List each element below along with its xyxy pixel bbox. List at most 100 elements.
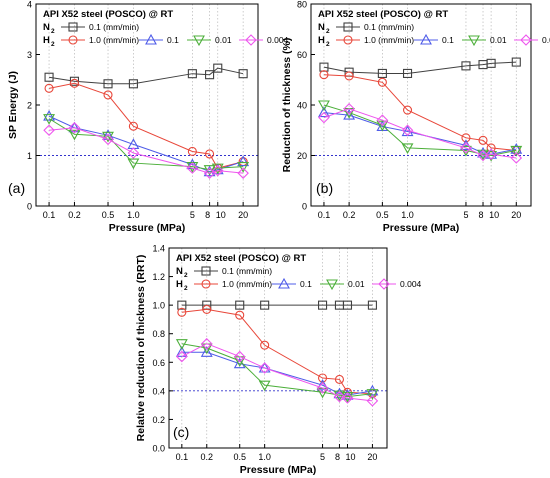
x-tick-label: 0.5 [233, 452, 246, 462]
data-point-triangle-up-marker [318, 106, 330, 118]
data-point-circle-marker [187, 146, 197, 157]
series-line [49, 127, 244, 174]
data-point-square-marker [377, 68, 387, 78]
data-point-circle-marker [44, 83, 54, 93]
data-point-triangle-down-marker [127, 158, 140, 170]
data-point-circle-marker [260, 340, 270, 350]
x-tick-label: 5 [320, 452, 325, 462]
series-line [323, 74, 517, 151]
x-tick-label: 0.5 [102, 210, 115, 220]
legend-diamond-marker [245, 34, 257, 46]
x-tick-label: 0.2 [343, 210, 356, 220]
y-tick-label: 80 [297, 0, 307, 10]
legend-h2-entry: 0.1 [442, 35, 454, 45]
series-2 [318, 106, 523, 159]
legend-n2-subscript: 2 [184, 272, 188, 279]
series-4 [318, 103, 523, 164]
x-tick-label: 1.0 [258, 452, 271, 462]
data-point-circle-marker [317, 373, 328, 383]
y-tick-label: 0 [27, 202, 32, 212]
x-axis-title: Pressure (MPa) [240, 464, 316, 476]
data-point-triangle-up-marker [485, 148, 498, 159]
legend-n2-entry: 0.1 (mm/min) [364, 22, 414, 32]
data-point-diamond-marker [333, 390, 346, 403]
y-tick-label: 60 [297, 50, 307, 60]
legend-h2-entry: 0.01 [490, 35, 507, 45]
x-tick-label: 1.0 [401, 210, 414, 220]
x-axis-title: Pressure (MPa) [109, 222, 185, 234]
data-point-triangle-down-marker [237, 162, 250, 173]
x-tick-label: 0.2 [201, 452, 214, 462]
series-4 [43, 121, 249, 179]
legend-square-marker [201, 266, 211, 276]
data-point-square-marker [260, 300, 270, 310]
panel-label: (c) [173, 424, 189, 440]
y-axis-title: Relative reduction of thickness (RRT) [135, 255, 147, 442]
x-tick-label: 0.1 [176, 452, 189, 462]
legend-h2-entry: 1.0 (mm/min) [89, 35, 139, 45]
x-tick-label: 5 [463, 210, 468, 220]
series-line [48, 118, 244, 171]
data-point-triangle-up-marker [316, 379, 329, 390]
data-point-square-marker [128, 79, 138, 89]
legend-square-marker [68, 22, 78, 32]
data-point-diamond-marker [316, 382, 329, 394]
data-point-diamond-marker [186, 162, 199, 174]
x-tick-label: 0.1 [43, 210, 56, 220]
data-point-triangle-up-marker [343, 108, 356, 120]
legend-h2-subscript: 2 [326, 41, 330, 48]
data-point-diamond-marker [343, 103, 355, 115]
data-point-circle-marker [344, 71, 354, 81]
data-point-triangle-down-marker [510, 145, 523, 157]
y-tick-label: 1.2 [152, 272, 165, 282]
series-4 [176, 337, 379, 407]
data-point-circle-marker [205, 149, 215, 159]
series-line [323, 61, 517, 74]
data-point-circle-marker [69, 78, 80, 88]
data-point-diamond-marker [401, 124, 414, 137]
legend-square-marker [343, 22, 353, 32]
data-point-diamond-marker [510, 152, 523, 164]
data-point-triangle-up-marker [200, 346, 213, 357]
legend-diamond-marker [520, 34, 532, 46]
series-1 [177, 304, 377, 399]
data-point-diamond-marker [102, 133, 114, 146]
legend-circle-marker [201, 279, 211, 289]
data-point-square-marker [44, 72, 54, 82]
y-tick-label: 4 [27, 0, 32, 10]
legend: N20.1 (mm/min)H21.0 (mm/min)0.10.010.004 [318, 22, 550, 48]
legend-n2-subscript: 2 [51, 28, 55, 35]
y-tick-label: 1 [27, 151, 32, 161]
data-point-square-marker [317, 300, 328, 310]
data-point-circle-marker [177, 307, 187, 317]
legend-n2-label: N [43, 22, 50, 33]
series-0 [177, 300, 377, 310]
x-tick-label: 20 [238, 210, 248, 220]
data-point-triangle-down-marker [401, 143, 414, 155]
series-2 [175, 346, 379, 400]
data-point-diamond-marker [318, 111, 330, 124]
plot-frame [168, 247, 388, 449]
data-point-square-marker [235, 300, 245, 310]
data-point-square-marker [177, 300, 187, 310]
data-point-triangle-up-marker [68, 121, 81, 133]
legend-triangle-up-marker [278, 277, 290, 289]
x-tick-label: 10 [489, 210, 499, 220]
legend-h2-label: H [176, 279, 183, 290]
y-tick-label: 40 [297, 101, 307, 111]
legend-h2-entry: 0.01 [215, 35, 232, 45]
data-point-diamond-marker [485, 148, 497, 161]
legend-h2-entry: 1.0 (mm/min) [222, 279, 272, 289]
legend-triangle-down-marker [193, 35, 205, 47]
data-point-square-marker [511, 57, 521, 67]
y-tick-label: 0.8 [152, 329, 165, 339]
data-point-square-marker [238, 69, 248, 79]
series-line [181, 343, 373, 402]
data-point-triangle-down-marker [366, 389, 379, 400]
data-point-triangle-up-marker [333, 387, 346, 399]
data-point-triangle-up-marker [237, 155, 250, 167]
chart-panel-a: 0 1 2 3 4 0.1 0.2 0.5 1.0 5 8 10 20 Pressure (MPa) SP … [7, 0, 289, 234]
legend-n2-entry: 0.1 (mm/min) [89, 22, 139, 32]
data-point-diamond-marker [233, 350, 246, 363]
data-point-circle-marker [128, 121, 138, 131]
